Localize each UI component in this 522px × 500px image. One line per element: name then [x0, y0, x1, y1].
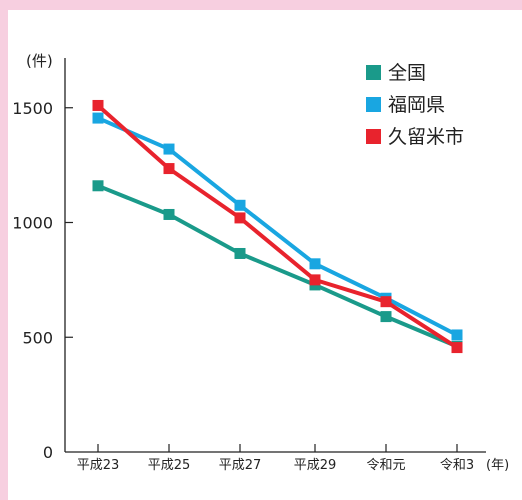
y-tick-label: 500: [22, 328, 53, 347]
chart-panel: 0 500 1000 1500 平成23 平成25 平成27 平成29 令和元 令和3 全国福岡…: [8, 10, 522, 500]
data-point-marker: [380, 296, 392, 308]
chart-axes: [64, 58, 486, 453]
data-point-marker: [92, 180, 104, 192]
x-tick-label: 令和3: [440, 458, 474, 473]
legend-swatch: [366, 97, 381, 112]
x-tick-label: 平成25: [148, 458, 191, 473]
data-point-marker: [309, 258, 321, 270]
series-layer: [92, 99, 463, 354]
x-tick-label: 令和元: [366, 458, 405, 473]
data-point-marker: [234, 247, 246, 259]
legend-label: 久留米市: [388, 126, 464, 148]
data-point-marker: [234, 212, 246, 224]
data-point-marker: [163, 208, 175, 220]
x-tick-labels: 平成23 平成25 平成27 平成29 令和元 令和3: [77, 458, 474, 473]
x-tick-label: 平成23: [77, 458, 120, 473]
series-line: [97, 183, 458, 349]
legend-swatch: [366, 129, 381, 144]
x-tick-label: 平成29: [294, 458, 337, 473]
y-tick-label: 1500: [12, 99, 53, 118]
data-point-marker: [451, 329, 463, 341]
data-point-marker: [234, 199, 246, 211]
data-point-marker: [309, 274, 321, 286]
y-tick-labels: 0 500 1000 1500: [12, 99, 53, 462]
data-point-marker: [380, 311, 392, 323]
y-axis-label: (件): [26, 52, 53, 70]
data-point-marker: [92, 99, 104, 111]
x-axis-label: (年): [486, 458, 509, 473]
legend-label: 全国: [388, 62, 426, 84]
data-point-marker: [163, 163, 175, 175]
series-line: [96, 104, 459, 350]
legend-swatch: [366, 65, 381, 80]
y-tick-label: 0: [43, 443, 53, 462]
legend-label: 福岡県: [388, 94, 445, 116]
data-point-marker: [451, 342, 463, 354]
x-tick-label: 平成27: [219, 458, 262, 473]
y-tick-label: 1000: [12, 214, 53, 233]
series-line: [97, 116, 458, 337]
line-chart: 0 500 1000 1500 平成23 平成25 平成27 平成29 令和元 令和3 全国福岡…: [12, 52, 509, 473]
data-point-marker: [163, 143, 175, 155]
data-point-marker: [92, 112, 104, 124]
